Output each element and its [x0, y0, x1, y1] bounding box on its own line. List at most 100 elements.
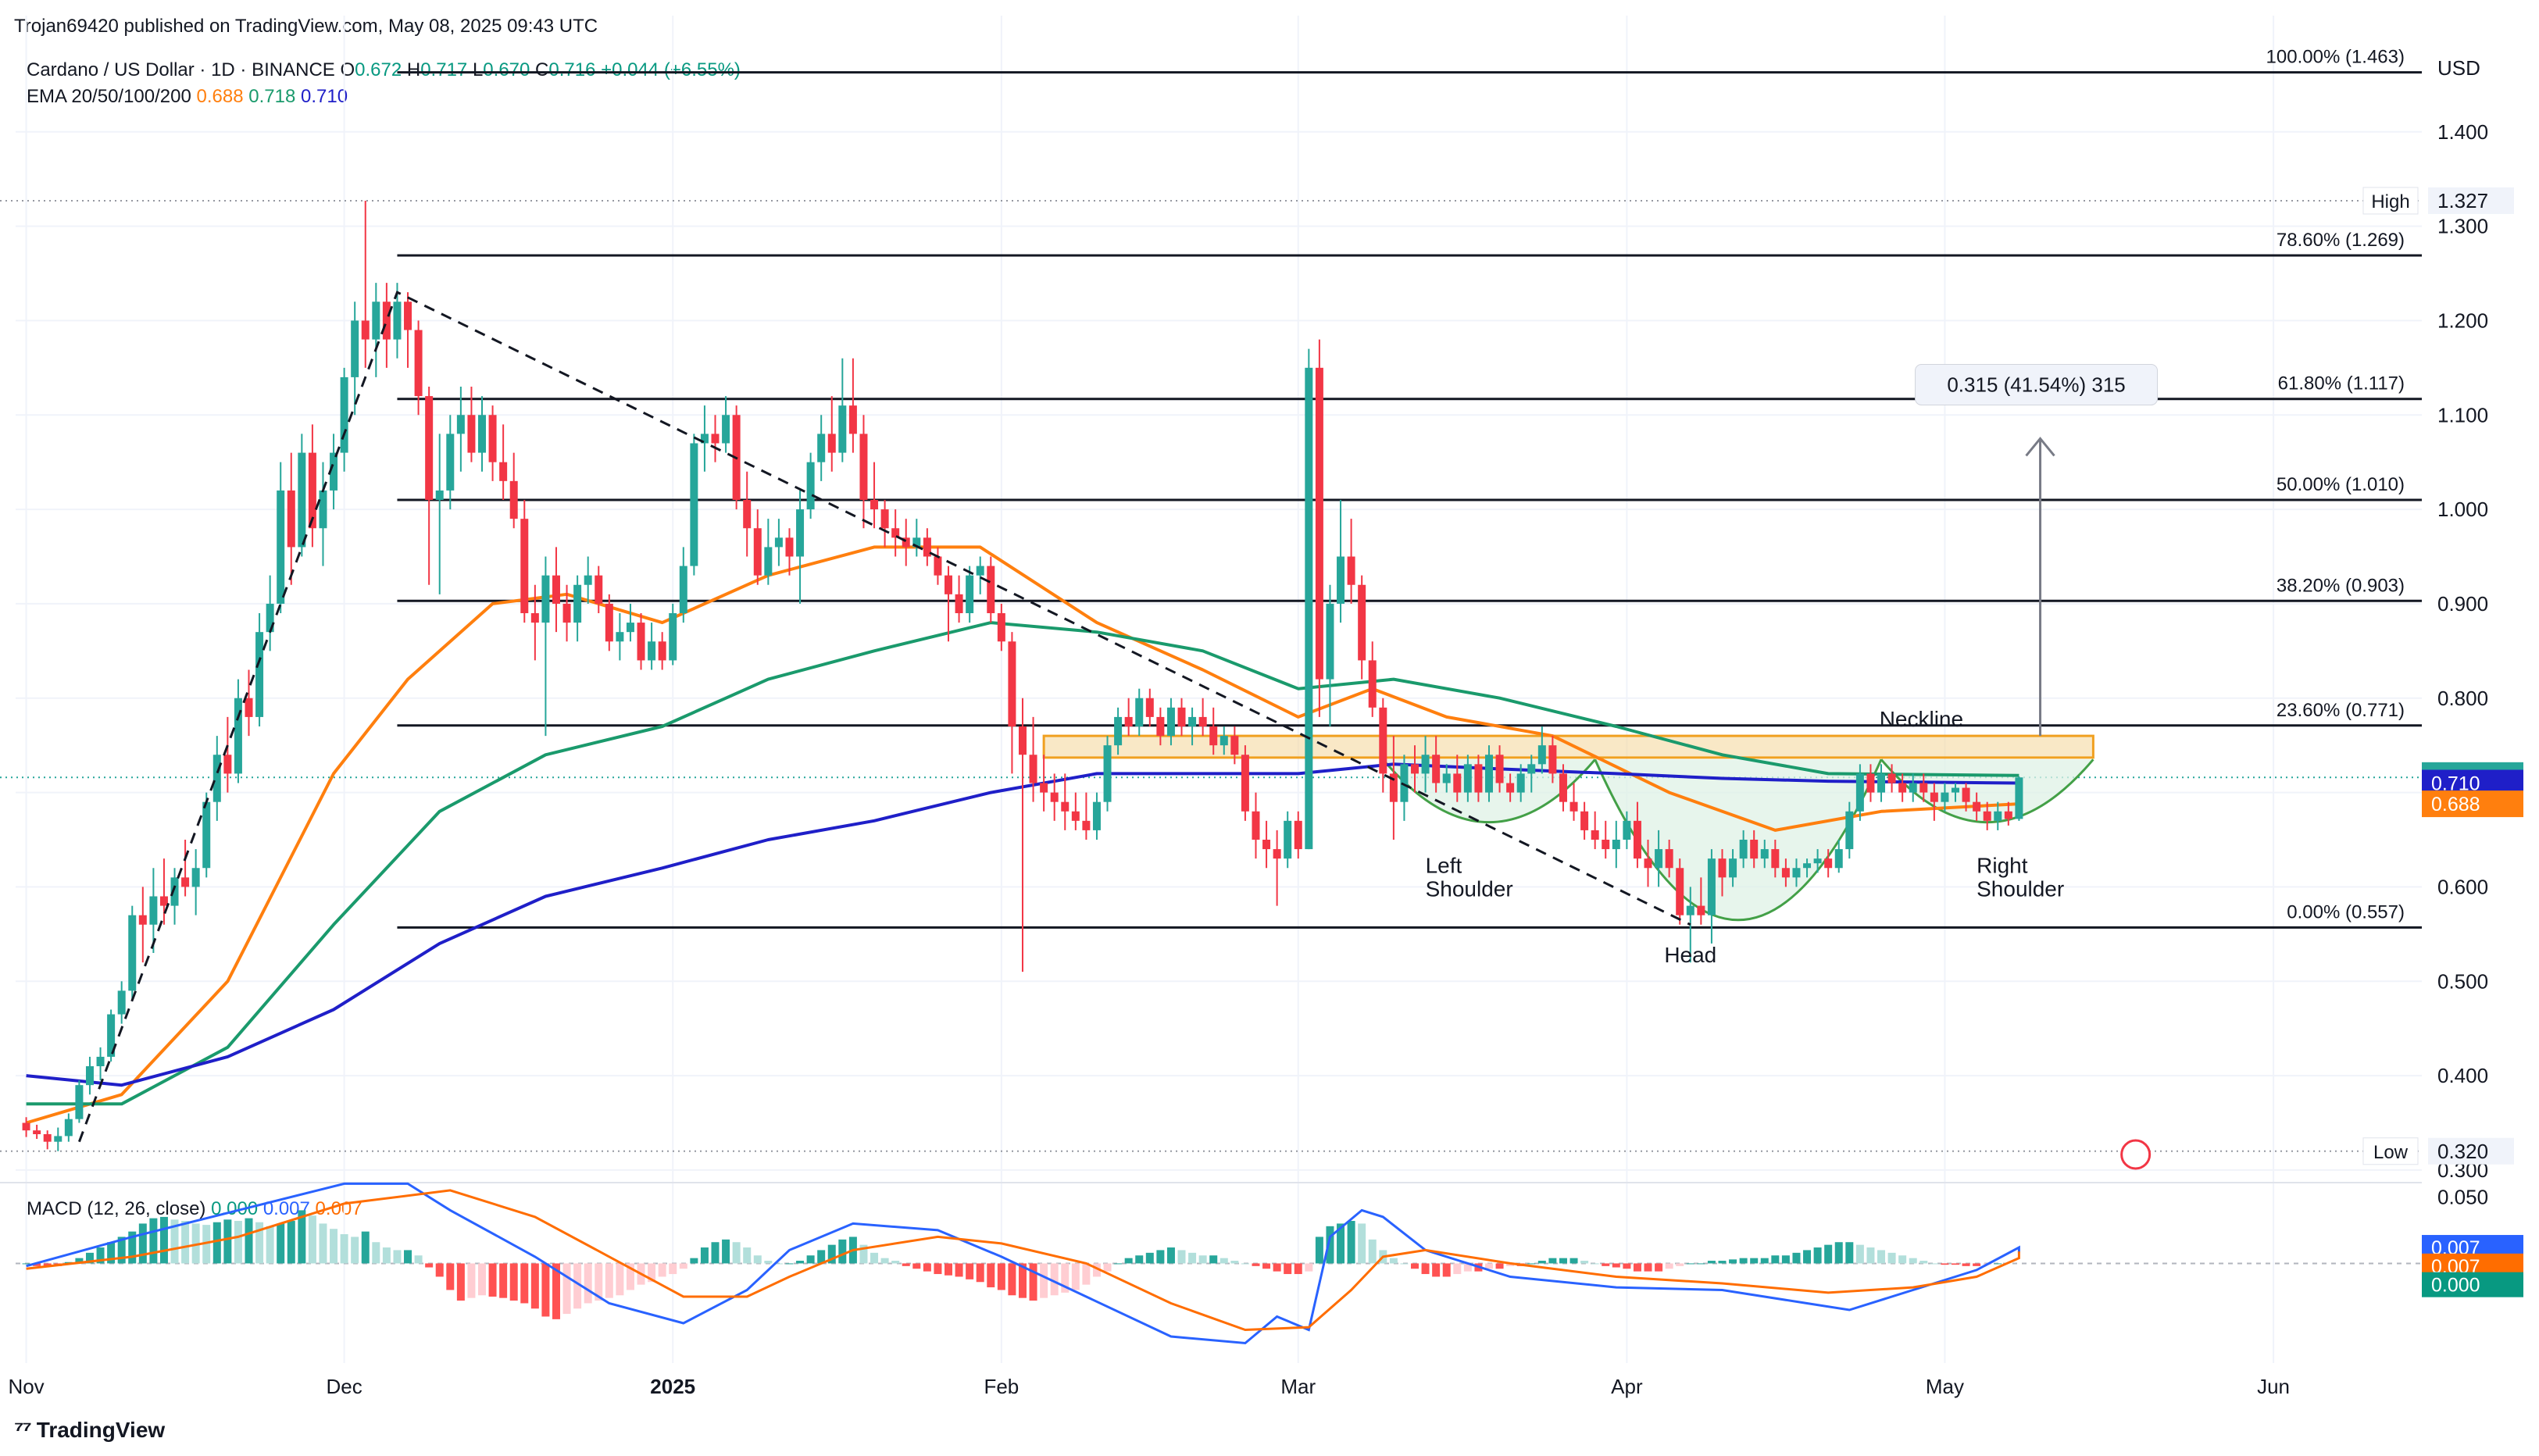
candle — [499, 424, 508, 500]
candle-body — [149, 896, 158, 925]
candle — [1326, 584, 1334, 726]
candle — [1877, 764, 1886, 802]
ema-legend[interactable]: EMA 20/50/100/200 0.688 0.718 0.710 — [27, 86, 348, 108]
macd-legend[interactable]: MACD (12, 26, close) 0.000 0.007 0.007 — [27, 1198, 362, 1220]
candle — [997, 603, 1005, 651]
fib-label-6: 0.00% (0.557) — [2287, 901, 2405, 922]
macd-hist-bar — [202, 1225, 211, 1264]
candle-body — [117, 990, 126, 1015]
candle — [1294, 811, 1302, 859]
candle — [1729, 849, 1737, 887]
candle-body — [191, 868, 200, 887]
macd-hist-bar — [1569, 1258, 1578, 1264]
candle — [934, 547, 942, 585]
x-tick-5: Apr — [1611, 1375, 1643, 1398]
macd-hist-bar — [107, 1242, 116, 1264]
candle-body — [1527, 764, 1536, 774]
candle-body — [1453, 773, 1462, 793]
candle-body — [1230, 736, 1239, 755]
macd-hist-bar — [859, 1244, 868, 1264]
candle — [976, 556, 984, 594]
fib-label-5: 23.60% (0.771) — [2277, 700, 2405, 721]
macd-hist-bar — [966, 1263, 974, 1279]
pattern-label-0-line2: Shoulder — [1426, 876, 1513, 901]
tradingview-logo[interactable]: ⁷⁷ TradingView — [14, 1417, 165, 1444]
candle-body — [1389, 773, 1398, 802]
y-tick-5: 0.900 — [2437, 592, 2488, 616]
macd-hist-bar — [1994, 1263, 2002, 1265]
candle — [552, 547, 560, 633]
macd-hist-bar — [1941, 1263, 1949, 1265]
candle-body — [796, 509, 805, 557]
candle-body — [711, 434, 720, 444]
candle-body — [552, 575, 560, 604]
candle-body — [330, 452, 338, 491]
macd-hist-bar — [945, 1263, 953, 1276]
candle-body — [1209, 726, 1218, 746]
candle-body — [1442, 773, 1451, 783]
macd-hist-bar — [669, 1263, 677, 1275]
x-tick-1: Dec — [326, 1375, 362, 1398]
macd-hist-bar — [1729, 1259, 1737, 1264]
macd-hist-bar — [1813, 1247, 1822, 1264]
candle-body — [1241, 755, 1249, 812]
ema20-value: 0.688 — [196, 86, 244, 107]
macd-hist-bar — [435, 1263, 444, 1277]
candle — [902, 519, 910, 566]
candle — [351, 302, 359, 416]
macd-hist-bar — [1463, 1263, 1472, 1272]
macd-hist-bar — [1824, 1244, 1833, 1264]
candle-body — [1973, 801, 1981, 812]
candle — [96, 1047, 105, 1081]
macd-hist-bar — [870, 1252, 879, 1264]
candle-body — [351, 320, 359, 377]
candle-body — [1962, 787, 1970, 802]
symbol-title[interactable]: Cardano / US Dollar · 1D · BINANCE — [27, 59, 335, 80]
candle-body — [1612, 840, 1620, 850]
candle-body — [1760, 849, 1769, 859]
macd-hist-bar — [1241, 1263, 1249, 1265]
candle-body — [1569, 801, 1578, 812]
candle — [1813, 849, 1822, 873]
candle — [1082, 792, 1091, 840]
candle-body — [1877, 773, 1886, 793]
candle-body — [1983, 811, 1991, 821]
candle-body — [22, 1122, 30, 1131]
candle-body — [1665, 849, 1673, 869]
macd-hist-bar — [1326, 1226, 1334, 1264]
macd-hist-bar — [616, 1263, 624, 1296]
macd-hist-bar — [1358, 1223, 1366, 1264]
macd-hist-bar — [1845, 1242, 1854, 1264]
candle-body — [1273, 849, 1281, 859]
fib-label-0: 100.00% (1.463) — [2266, 47, 2405, 68]
y-tick-9: 0.500 — [2437, 969, 2488, 993]
macd-hist-bar — [1177, 1250, 1186, 1264]
x-tick-6: May — [1926, 1375, 1964, 1398]
axes: USD 1.400 1.300 1.200 1.100 1.000 0.900 0.800 0.… — [8, 56, 2523, 1398]
macd-hist-bar — [955, 1263, 963, 1277]
candle-body — [1537, 745, 1546, 765]
candle-body — [1909, 783, 1917, 793]
candle — [54, 1127, 62, 1151]
candle — [149, 868, 158, 953]
macd-signal-line — [26, 1189, 2020, 1332]
macd-hist-bar — [1495, 1263, 1504, 1269]
candle-body — [1750, 840, 1759, 859]
candle — [1855, 764, 1864, 821]
macd-hist-bar — [85, 1252, 94, 1264]
candle-body — [1866, 773, 1875, 793]
high-label-bg — [2362, 187, 2419, 215]
tradingview-logo-icon: ⁷⁷ — [14, 1417, 32, 1443]
macd-hist-bar — [425, 1263, 434, 1268]
macd-hist-bar — [1962, 1263, 1970, 1266]
candle — [1124, 698, 1133, 737]
candle-body — [382, 302, 391, 340]
candle-body — [1887, 773, 1896, 783]
candle-body — [1845, 811, 1854, 850]
macd-hist-bar — [1103, 1263, 1112, 1272]
candle-body — [1644, 858, 1652, 869]
candle-body — [212, 755, 221, 802]
candle-body — [1739, 840, 1748, 859]
candle — [340, 367, 348, 472]
